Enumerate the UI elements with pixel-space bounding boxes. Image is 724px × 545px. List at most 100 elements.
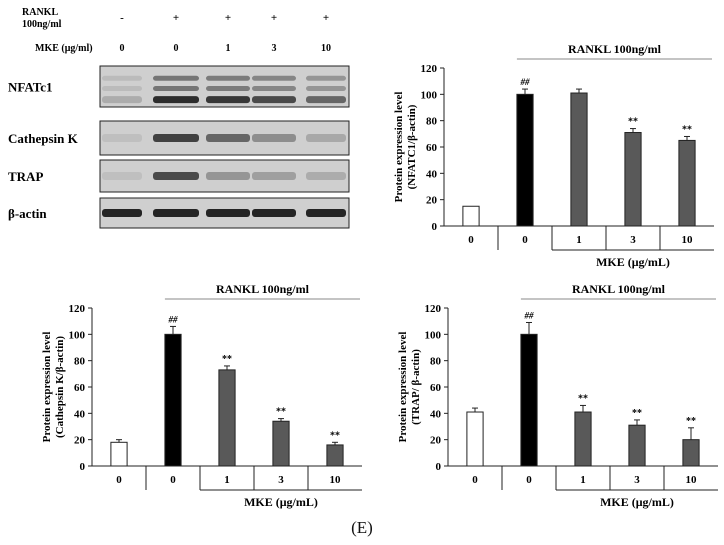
y-tick-label: 0 (436, 461, 442, 473)
rankl-sign: + (323, 12, 329, 24)
y-tick-label: 40 (426, 168, 438, 180)
cathepsin-k-bar-chart: Protein expression level (Cathepsin K/β-a… (41, 282, 362, 509)
y-tick-label: 120 (421, 63, 438, 75)
rankl-group-label: RANKL 100ng/ml (216, 282, 310, 296)
y-tick-label: 20 (430, 435, 442, 447)
x-tick-label: 0 (526, 474, 532, 486)
y-tick-label: 0 (80, 461, 86, 473)
blot-band (153, 75, 199, 81)
x-axis-title: MKE (μg/mL) (244, 495, 318, 509)
blot-strip (99, 159, 350, 193)
blot-row-label: TRAP (8, 169, 43, 184)
y-axis-subtitle: (TRAP/ β-actin) (410, 349, 422, 425)
blot-band (206, 75, 250, 81)
x-tick-label: 1 (576, 234, 582, 246)
significance-mark: ** (330, 430, 340, 441)
western-blot-panel: RANKL 100ng/ml MKE (μg/ml) - + + + + 0 0 1 3 10 … (8, 7, 350, 229)
y-axis-title: Protein expression level (397, 332, 409, 443)
mke-header: MKE (μg/ml) (35, 43, 93, 54)
blot-band (153, 96, 199, 104)
rankl-group-label: RANKL 100ng/ml (568, 42, 662, 56)
x-tick-label: 0 (522, 234, 528, 246)
blot-band (306, 75, 346, 81)
y-tick-label: 40 (74, 408, 86, 420)
rankl-sign: + (173, 12, 179, 24)
mke-dose: 0 (174, 43, 179, 54)
blot-band (102, 134, 142, 142)
y-tick-label: 80 (74, 356, 86, 368)
blot-band (252, 86, 296, 92)
y-tick-label: 0 (432, 221, 438, 233)
y-tick-label: 80 (426, 116, 438, 128)
nfatc1-bar-chart: Protein expression level (NFATC1/β-actin)… (393, 42, 714, 269)
y-tick-label: 40 (430, 408, 442, 420)
x-tick-label: 1 (224, 474, 230, 486)
blot-band (306, 96, 346, 104)
blot-band (252, 96, 296, 104)
y-axis-title: Protein expression level (41, 332, 53, 443)
blot-band (102, 75, 142, 81)
rankl-sign: + (271, 12, 277, 24)
blot-band (252, 209, 296, 217)
significance-mark: ## (168, 314, 179, 324)
blot-band (252, 134, 296, 142)
bar (682, 439, 700, 467)
significance-mark: ** (686, 416, 696, 427)
x-tick-label: 10 (686, 474, 698, 486)
blot-band (206, 172, 250, 180)
significance-mark: ** (578, 393, 588, 404)
y-tick-label: 100 (421, 89, 438, 101)
rankl-header-line2: 100ng/ml (22, 19, 62, 30)
bar (110, 441, 128, 467)
blot-band (206, 134, 250, 142)
y-tick-label: 100 (69, 329, 86, 341)
significance-mark: ** (632, 408, 642, 419)
panel-label: (E) (351, 518, 373, 537)
mke-dose: 1 (226, 43, 231, 54)
blot-band (102, 96, 142, 104)
rankl-sign-row: - + + + + (120, 12, 329, 24)
blot-band (153, 134, 199, 142)
blot-band (206, 86, 250, 92)
y-tick-label: 60 (430, 382, 442, 394)
mke-dose: 10 (321, 43, 331, 54)
bar (164, 333, 182, 467)
blot-band (102, 86, 142, 92)
blot-band (206, 209, 250, 217)
blot-band (206, 96, 250, 104)
rankl-sign: - (120, 12, 124, 24)
x-axis-title: MKE (μg/mL) (600, 495, 674, 509)
bar (520, 333, 538, 467)
blot-band (102, 209, 142, 217)
x-tick-label: 10 (682, 234, 694, 246)
bar (326, 444, 344, 467)
blot-band (153, 172, 199, 180)
y-tick-label: 60 (74, 382, 86, 394)
blot-header: RANKL 100ng/ml MKE (μg/ml) (22, 7, 93, 54)
blot-band (153, 209, 199, 217)
significance-mark: ** (276, 407, 286, 418)
blot-band (306, 86, 346, 92)
y-tick-label: 60 (426, 142, 438, 154)
blot-row-label: β-actin (8, 206, 47, 221)
x-tick-label: 0 (170, 474, 176, 486)
y-tick-label: 80 (430, 356, 442, 368)
significance-mark: ** (682, 124, 692, 135)
blot-band (306, 172, 346, 180)
mke-dose-row: 0 0 1 3 10 (120, 43, 332, 54)
blot-row-label: NFATc1 (8, 80, 53, 95)
bar (272, 420, 290, 467)
x-tick-label: 0 (468, 234, 474, 246)
x-tick-label: 0 (472, 474, 478, 486)
blot-band (306, 209, 346, 217)
mke-dose: 3 (272, 43, 277, 54)
blot-band (252, 75, 296, 81)
x-tick-label: 3 (634, 474, 640, 486)
rankl-group-label: RANKL 100ng/ml (572, 282, 666, 296)
trap-bar-chart: Protein expression level (TRAP/ β-actin) 0… (397, 282, 718, 509)
significance-mark: ## (524, 310, 535, 320)
y-tick-label: 120 (425, 303, 442, 315)
blot-rows: NFATc1 Cathepsin K TRAP β-actin (8, 65, 350, 229)
blot-band (252, 172, 296, 180)
x-tick-label: 3 (630, 234, 636, 246)
